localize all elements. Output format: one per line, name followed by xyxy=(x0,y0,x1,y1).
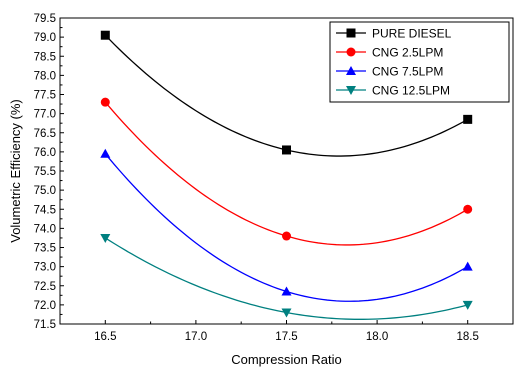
x-tick-label: 16.5 xyxy=(94,331,116,343)
data-point xyxy=(462,261,473,271)
data-point xyxy=(100,97,110,107)
data-point xyxy=(281,308,292,318)
y-tick-label: 76.5 xyxy=(34,128,56,140)
y-tick-label: 75.5 xyxy=(34,166,56,178)
legend-box xyxy=(329,21,510,103)
data-point xyxy=(281,286,292,296)
data-point xyxy=(100,233,111,243)
x-tick-label: 18.0 xyxy=(366,331,388,343)
y-tick-label: 73.5 xyxy=(34,243,56,255)
y-tick-label: 79.0 xyxy=(34,32,56,44)
legend-swatch-marker xyxy=(346,47,356,57)
series-markers xyxy=(100,30,473,318)
legend-swatch-marker xyxy=(346,86,356,95)
y-tick-label: 72.0 xyxy=(34,300,56,312)
x-tick-label: 17.5 xyxy=(275,331,297,343)
y-tick-label: 75.0 xyxy=(34,185,56,197)
y-tick-label: 78.0 xyxy=(34,70,56,82)
series-line xyxy=(104,153,469,302)
x-axis: 16.5 17.0 17.5 18.0 18.5 xyxy=(94,320,479,343)
legend-swatch-marker xyxy=(346,28,356,38)
data-point xyxy=(463,204,473,214)
series-line xyxy=(104,101,469,246)
data-point xyxy=(282,145,291,155)
series-line xyxy=(104,237,468,320)
y-tick-label: 74.5 xyxy=(34,204,56,216)
x-axis-title: Compression Ratio xyxy=(231,352,342,367)
y-tick-label: 71.5 xyxy=(34,319,56,331)
legend: PURE DIESEL CNG 2.5LPM CNG 7.5LPM CNG 12.5L… xyxy=(329,21,510,103)
y-tick-label: 79.5 xyxy=(34,13,56,25)
data-point xyxy=(462,300,473,310)
y-tick-label: 78.5 xyxy=(34,51,56,63)
y-tick-label: 74.0 xyxy=(34,223,56,235)
y-tick-label: 77.0 xyxy=(34,109,56,121)
y-tick-label: 76.0 xyxy=(34,147,56,159)
data-point xyxy=(463,114,473,124)
y-tick-label: 77.5 xyxy=(34,90,56,102)
data-point xyxy=(100,148,111,158)
y-axis-title: Volumetric Efficiency (%) xyxy=(8,99,23,243)
x-tick-label: 17.0 xyxy=(185,331,207,343)
y-tick-label: 72.5 xyxy=(34,281,56,293)
legend-swatch-marker xyxy=(346,66,356,75)
data-point xyxy=(282,231,291,241)
legend-label: CNG 2.5LPM xyxy=(372,46,443,60)
y-axis: 71.5 72.0 72.5 73.0 73.5 74.0 74.5 75.0 75.5 76.0… xyxy=(34,13,64,331)
data-point xyxy=(100,30,110,40)
legend-label: CNG 12.5LPM xyxy=(372,84,450,98)
y-tick-label: 73.0 xyxy=(34,262,56,274)
x-tick-label: 18.5 xyxy=(457,331,479,343)
legend-label: PURE DIESEL xyxy=(372,27,452,41)
legend-label: CNG 7.5LPM xyxy=(372,65,443,79)
